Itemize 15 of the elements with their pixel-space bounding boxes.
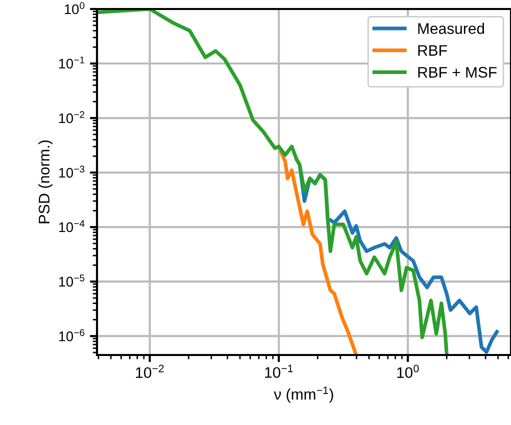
y-tick-label: 10$^{−3}$ xyxy=(59,166,84,178)
y-tick-label: 10$^{−6}$ xyxy=(59,329,84,342)
x-axis-title: ν (mm$^{−1}$) xyxy=(274,386,334,403)
x-tick-label: 10$^{0}$ xyxy=(397,364,419,378)
legend-label: Measured xyxy=(418,22,484,34)
x-tick-label: 10$^{−2}$ xyxy=(136,364,164,378)
legend-label: RBF xyxy=(418,45,447,56)
legend-label: RBF + MSF xyxy=(418,66,497,78)
y-axis-title: PSD (norm.) xyxy=(38,140,53,224)
y-tick-label: 10$^{−5}$ xyxy=(59,274,84,287)
x-tick-label: 10$^{−1}$ xyxy=(265,364,293,378)
y-tick-label: 10$^{−1}$ xyxy=(59,56,84,69)
y-tick-label: 10$^{−2}$ xyxy=(59,111,84,124)
y-tick-label: 10$^{0}$ xyxy=(64,2,84,14)
y-tick-label: 10$^{−4}$ xyxy=(59,220,84,232)
